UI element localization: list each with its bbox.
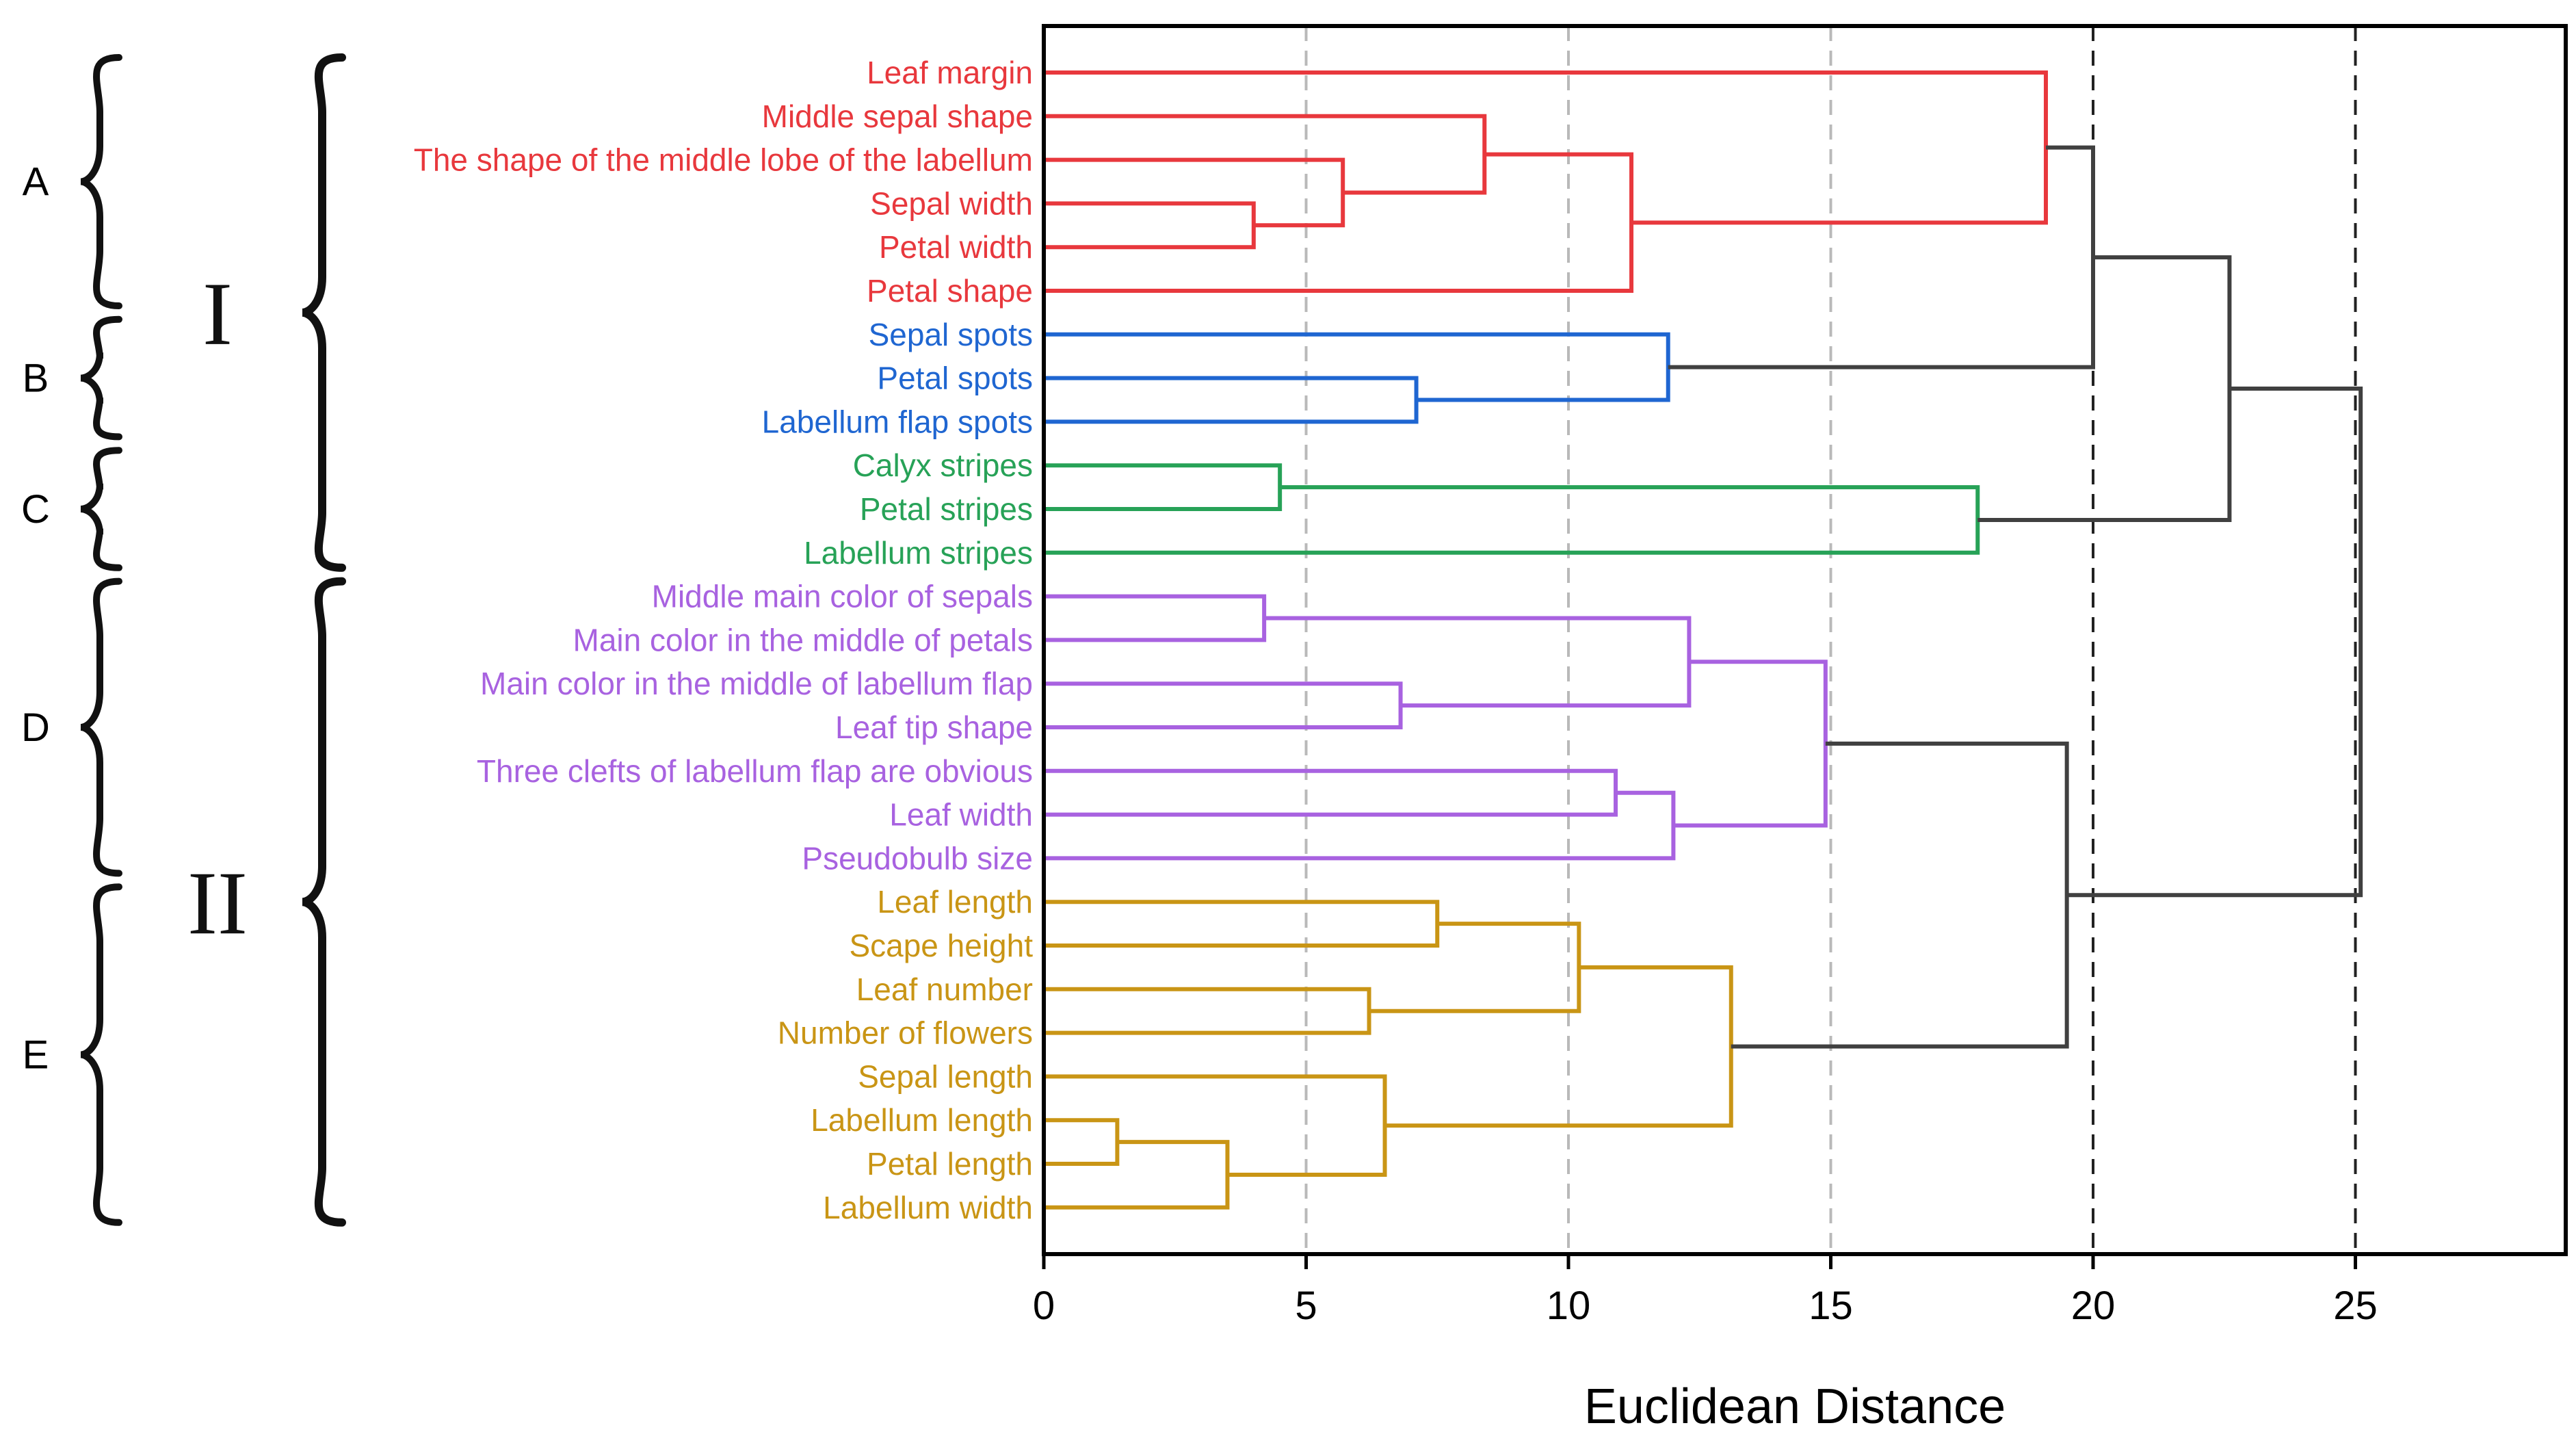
branch-E2 <box>1044 987 1371 1035</box>
branch-L4 <box>2066 387 2363 898</box>
branch-E6 <box>1044 1074 1387 1177</box>
group-label-E: E <box>23 1033 49 1078</box>
branch-A5 <box>1044 70 2048 225</box>
leaf-label: Sepal width <box>870 185 1033 221</box>
branch-A2 <box>1044 157 1345 228</box>
leaf-labels: Leaf margin Middle sepal shape The shape o… <box>414 55 1033 1225</box>
leaf-label: Main color in the middle of labellum fla… <box>480 666 1033 701</box>
branch-D5 <box>1044 790 1676 861</box>
branch-B2 <box>1044 332 1670 402</box>
branch-D6 <box>1673 660 1828 828</box>
group-label-A: A <box>23 160 49 205</box>
leaf-label: Labellum length <box>811 1102 1033 1138</box>
group-label-D: D <box>21 705 50 750</box>
brace-E <box>80 883 122 1226</box>
branch-E7 <box>1384 965 1733 1128</box>
branch-A4 <box>1044 152 1634 293</box>
branch-E4 <box>1044 1118 1120 1166</box>
x-axis-ticks: 0 5 10 15 20 25 <box>1033 1254 2378 1328</box>
branch-L2 <box>1977 255 2232 522</box>
branch-D2 <box>1044 681 1403 729</box>
leaf-label: Petal width <box>879 229 1033 265</box>
leaf-label: Leaf number <box>856 972 1033 1007</box>
branch-C2 <box>1044 485 1980 555</box>
brace-A <box>80 54 122 309</box>
leaf-label: Main color in the middle of petals <box>573 622 1033 658</box>
branch-B1 <box>1044 376 1419 424</box>
branch-A3 <box>1044 114 1487 195</box>
brace-B <box>80 315 122 441</box>
leaf-label: The shape of the middle lobe of the labe… <box>414 142 1033 178</box>
leaf-label: Number of flowers <box>778 1015 1033 1051</box>
leaf-label: Pseudobulb size <box>802 840 1033 876</box>
x-tick-label-20: 20 <box>2071 1284 2116 1328</box>
grid-lines <box>1304 26 2357 1254</box>
x-tick-label-15: 15 <box>1809 1284 1853 1328</box>
supergroup-label-I: I <box>202 263 233 364</box>
leaf-label: Petal stripes <box>860 491 1033 527</box>
supergroup-label-II: II <box>187 852 248 953</box>
leaf-label: Middle sepal shape <box>762 99 1033 134</box>
x-tick-label-10: 10 <box>1547 1284 1591 1328</box>
x-tick-label-25: 25 <box>2333 1284 2378 1328</box>
leaf-label: Three clefts of labellum flap are obviou… <box>477 753 1033 789</box>
brace-I <box>302 53 346 572</box>
leaf-label: Labellum width <box>823 1190 1033 1225</box>
leaf-label: Calyx stripes <box>853 447 1033 483</box>
group-label-C: C <box>21 487 50 532</box>
leaf-label: Leaf tip shape <box>835 710 1033 745</box>
dendrogram-branches <box>1044 70 2363 1210</box>
leaf-label: Labellum flap spots <box>762 404 1033 439</box>
branch-D1 <box>1044 594 1267 642</box>
leaf-label: Middle main color of sepals <box>652 579 1033 614</box>
leaf-label: Leaf width <box>889 797 1033 833</box>
branch-E5 <box>1044 1140 1230 1210</box>
leaf-label: Petal spots <box>877 361 1033 396</box>
branch-A1 <box>1044 201 1256 250</box>
x-tick-label-5: 5 <box>1295 1284 1317 1328</box>
branch-D4 <box>1044 768 1618 817</box>
leaf-label: Leaf length <box>877 884 1033 920</box>
leaf-label: Labellum stripes <box>804 535 1033 571</box>
group-label-B: B <box>23 356 49 401</box>
branch-C1 <box>1044 463 1283 511</box>
leaf-label: Scape height <box>849 928 1033 963</box>
leaf-label: Sepal spots <box>869 317 1033 352</box>
branch-L1 <box>1668 145 2095 369</box>
brace-II <box>302 577 346 1227</box>
brace-D <box>80 577 122 877</box>
branch-E3 <box>1369 922 1581 1013</box>
leaf-label: Petal length <box>867 1146 1033 1182</box>
leaf-label: Petal shape <box>867 273 1033 309</box>
leaf-label: Sepal length <box>858 1058 1033 1094</box>
brace-C <box>80 447 122 571</box>
branch-E1 <box>1044 900 1440 948</box>
x-tick-label-0: 0 <box>1033 1284 1055 1328</box>
branch-L3 <box>1731 741 2069 1049</box>
branch-D3 <box>1264 616 1692 708</box>
x-axis-title: Euclidean Distance <box>1584 1379 2006 1434</box>
plot-frame <box>1042 24 2568 1256</box>
leaf-label: Leaf margin <box>867 55 1033 90</box>
